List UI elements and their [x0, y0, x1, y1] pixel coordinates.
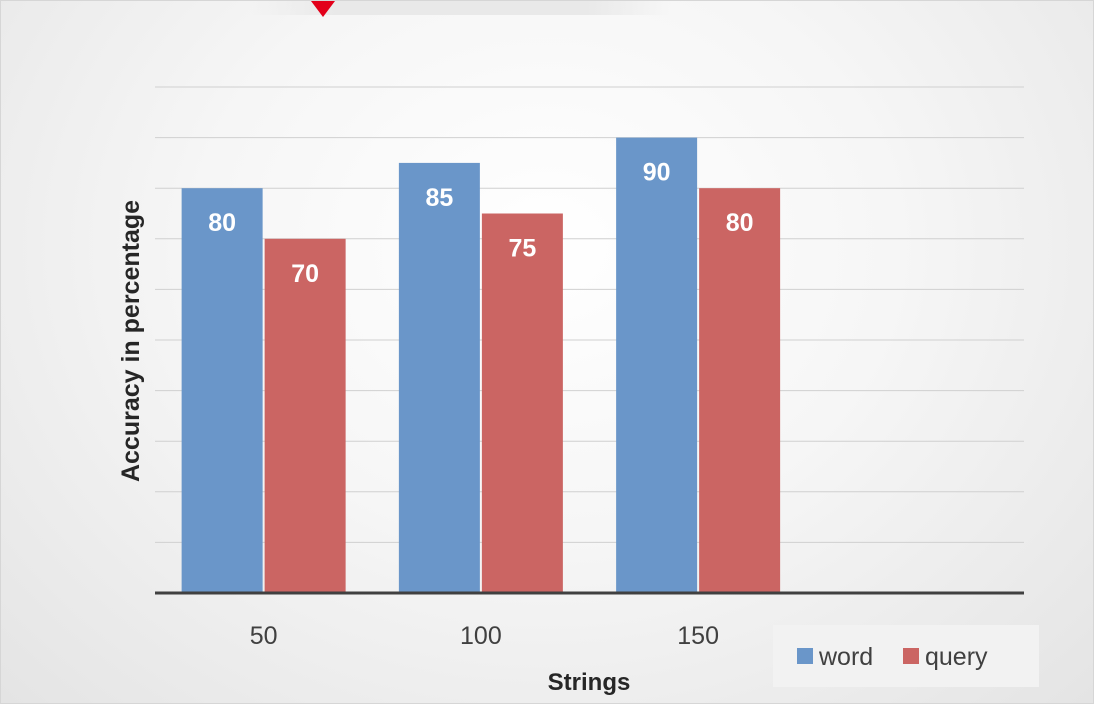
watermark-bar	[251, 1, 671, 15]
legend-swatch-query	[903, 648, 919, 664]
bar-word-100	[398, 162, 480, 593]
x-tick-labels: 50 100 150	[250, 622, 719, 650]
data-label-query-100: 75	[508, 235, 536, 263]
x-axis-title: Strings	[548, 669, 631, 696]
y-axis-title: Accuracy in percentage	[117, 200, 145, 482]
watermark-accent	[311, 1, 335, 17]
data-label-query-50: 70	[291, 260, 319, 288]
data-label-word-150: 90	[643, 159, 671, 187]
bar-word-150	[616, 137, 698, 593]
x-tick-label-50: 50	[250, 622, 278, 650]
legend-label-word: word	[818, 643, 873, 671]
data-label-word-50: 80	[208, 209, 236, 237]
legend-swatch-word	[797, 648, 813, 664]
legend-label-query: query	[925, 643, 988, 671]
bar-word-50	[181, 188, 263, 593]
legend: word query	[773, 625, 1039, 687]
data-label-query-150: 80	[726, 209, 754, 237]
bar-query-100	[481, 213, 563, 593]
bars: 80 70 85 75 90 80	[181, 137, 781, 594]
bar-query-150	[699, 188, 781, 593]
x-tick-label-100: 100	[460, 622, 502, 650]
x-tick-label-150: 150	[677, 622, 719, 650]
bar-query-50	[264, 238, 346, 594]
data-label-word-100: 85	[425, 184, 453, 212]
